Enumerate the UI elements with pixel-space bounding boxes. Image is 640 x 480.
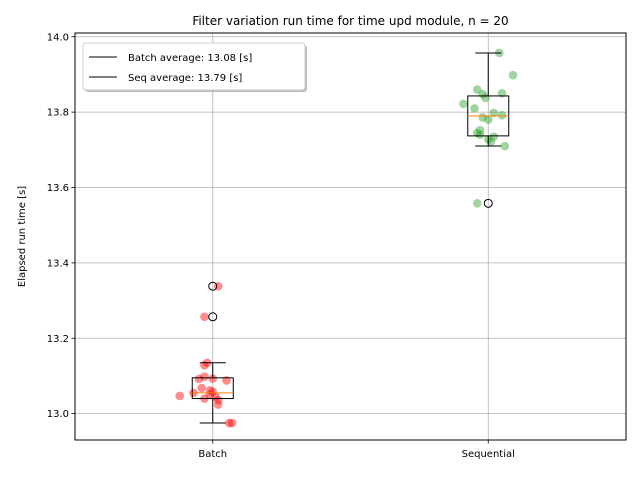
data-point xyxy=(472,199,482,208)
flier-point xyxy=(208,281,218,291)
data-point xyxy=(470,104,479,113)
data-point xyxy=(208,387,218,397)
data-point xyxy=(213,400,223,409)
legend-label: Batch average: 13.08 [s] xyxy=(128,53,252,64)
x-tick-label: Batch xyxy=(198,449,227,460)
data-point xyxy=(489,108,499,118)
data-point xyxy=(194,374,204,384)
box-layer xyxy=(191,52,510,424)
legend-label: Seq average: 13.79 [s] xyxy=(128,73,242,84)
y-tick-label: 13.0 xyxy=(47,409,69,420)
data-point xyxy=(227,418,237,428)
y-tick-label: 13.8 xyxy=(47,108,69,119)
box-batch xyxy=(191,281,234,424)
y-tick-label: 13.2 xyxy=(47,334,69,345)
data-point xyxy=(500,141,510,151)
data-point xyxy=(475,125,485,135)
box-sequential xyxy=(467,52,510,208)
data-point xyxy=(472,85,482,94)
data-point xyxy=(478,113,488,122)
data-point xyxy=(200,312,209,322)
data-point xyxy=(475,130,485,140)
data-point xyxy=(459,99,468,109)
flier-point xyxy=(483,198,493,208)
box-iqr xyxy=(191,377,234,400)
y-tick-label: 13.6 xyxy=(47,183,69,194)
data-point xyxy=(508,70,518,80)
data-point xyxy=(208,374,218,383)
data-point xyxy=(200,372,209,381)
y-axis-label: Elapsed run time [s] xyxy=(17,186,28,287)
data-point xyxy=(486,137,496,146)
x-tick-label: Sequential xyxy=(462,449,515,460)
data-point xyxy=(497,110,507,120)
data-point xyxy=(175,391,184,401)
flier-point xyxy=(208,312,218,322)
y-tick-label: 14.0 xyxy=(47,32,69,43)
plot-frame xyxy=(74,32,627,441)
data-point xyxy=(472,128,482,138)
axis-layer: 13.0 13.2 13.4 13.6 13.8 14.0 Batch Sequential xyxy=(47,32,515,460)
legend: Batch average: 13.08 [s] Seq average: 13.… xyxy=(82,42,307,92)
points-layer xyxy=(175,48,518,428)
data-point xyxy=(224,418,234,428)
y-tick-label: 13.4 xyxy=(47,258,69,269)
legend-box xyxy=(82,42,306,91)
data-point xyxy=(213,395,223,405)
data-point xyxy=(483,115,493,124)
data-point xyxy=(489,132,499,141)
data-point xyxy=(197,383,207,393)
chart-title: Filter variation run time for time upd m… xyxy=(192,14,508,28)
